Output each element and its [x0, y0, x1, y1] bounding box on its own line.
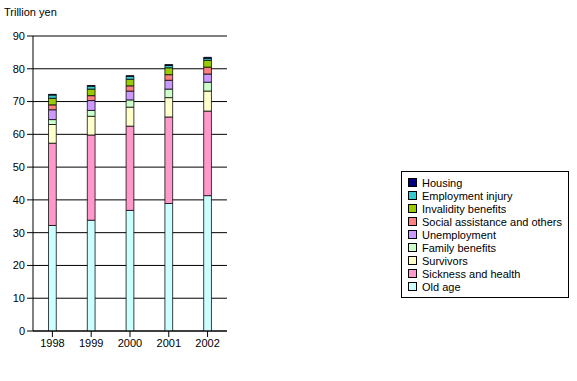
svg-text:70: 70	[13, 95, 25, 107]
svg-text:20: 20	[13, 259, 25, 271]
svg-text:1999: 1999	[79, 337, 103, 349]
svg-text:60: 60	[13, 128, 25, 140]
html-text:Invalidity benefits: Invalidity benefits	[422, 202, 507, 215]
svg-text:50: 50	[13, 161, 25, 173]
html-text:Family benefits: Family benefits	[422, 241, 496, 254]
html-text:Sickness and health: Sickness and health	[422, 267, 521, 280]
html-text:Housing: Housing	[422, 176, 463, 189]
svg-text:1998: 1998	[40, 337, 64, 349]
svg-text:10: 10	[13, 292, 25, 304]
html-text:Social assistance and others: Social assistance and others	[422, 215, 562, 228]
html-text:Employment injury: Employment injury	[422, 189, 513, 202]
svg-text:30: 30	[13, 227, 25, 239]
svg-text:0: 0	[19, 325, 25, 337]
html-text:Unemployment: Unemployment	[422, 228, 496, 241]
html-text:Old age: Old age	[422, 280, 461, 293]
svg-text:2002: 2002	[195, 337, 219, 349]
svg-text:2000: 2000	[118, 337, 142, 349]
html-text:Trillion yen: Trillion yen	[4, 6, 57, 18]
html-text:Survivors: Survivors	[422, 254, 468, 267]
svg-text:80: 80	[13, 63, 25, 75]
svg-text:90: 90	[13, 30, 25, 42]
svg-text:2001: 2001	[157, 337, 181, 349]
svg-text:40: 40	[13, 194, 25, 206]
